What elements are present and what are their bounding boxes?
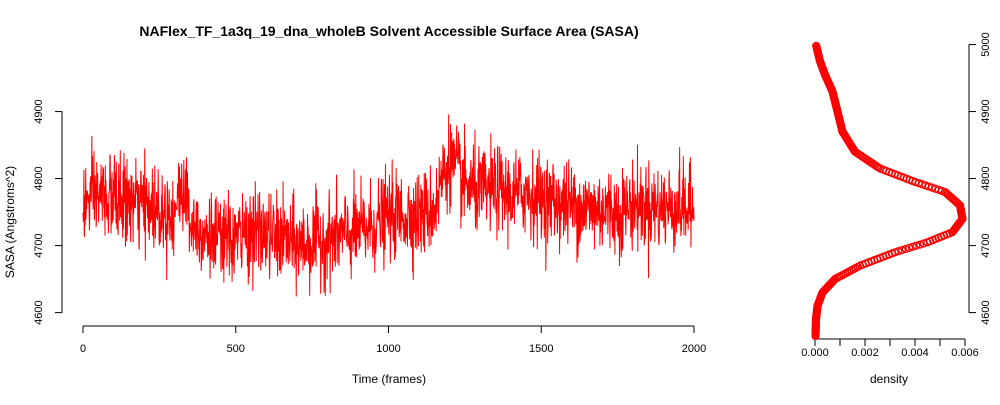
density-point [897,246,907,255]
density-point [942,189,951,198]
main-axes: 0 500 1000 1500 2000 4600 4700 4800 4900 [33,99,706,355]
density-axis-title: density [870,372,908,386]
density-x-tick-label: 0.002 [851,347,879,359]
density-y-tick-label: 4800 [980,166,992,190]
x-tick-label: 0 [80,343,86,355]
density-x-tick-label: 0.000 [801,347,829,359]
density-point [890,248,899,257]
density-curve [811,41,967,341]
chart-title: NAFlex_TF_1a3q_19_dna_wholeB Solvent Acc… [139,23,638,39]
y-tick-label: 4700 [33,233,45,257]
density-y-tick-label: 5000 [980,32,992,56]
density-point [912,241,921,250]
x-tick-label: 1000 [376,343,400,355]
x-axis-title: Time (frames) [352,372,426,386]
density-point [901,244,910,254]
x-tick-label: 500 [227,343,245,355]
x-tick-label: 2000 [682,343,706,355]
density-x-tick-label: 0.006 [951,347,979,359]
density-point [894,247,903,256]
density-point [812,41,821,50]
x-tick-label: 1500 [529,343,553,355]
density-y-tick-label: 4600 [980,300,992,324]
density-y-tick-label: 4900 [980,99,992,123]
y-tick-label: 4900 [33,99,45,123]
y-axis-title: SASA (Angstroms^2) [3,166,17,278]
sasa-line [82,114,695,297]
y-tick-label: 4800 [33,166,45,190]
density-point [908,242,917,251]
density-axes: 0.000 0.002 0.004 0.006 4600 4700 4800 4900 5000 [801,32,992,359]
main-series [82,114,695,297]
density-series [811,41,967,341]
density-point [905,243,914,252]
density-x-tick-label: 0.004 [901,347,929,359]
density-y-tick-label: 4700 [980,233,992,257]
density-point [915,240,925,249]
y-tick-label: 4600 [33,300,45,324]
